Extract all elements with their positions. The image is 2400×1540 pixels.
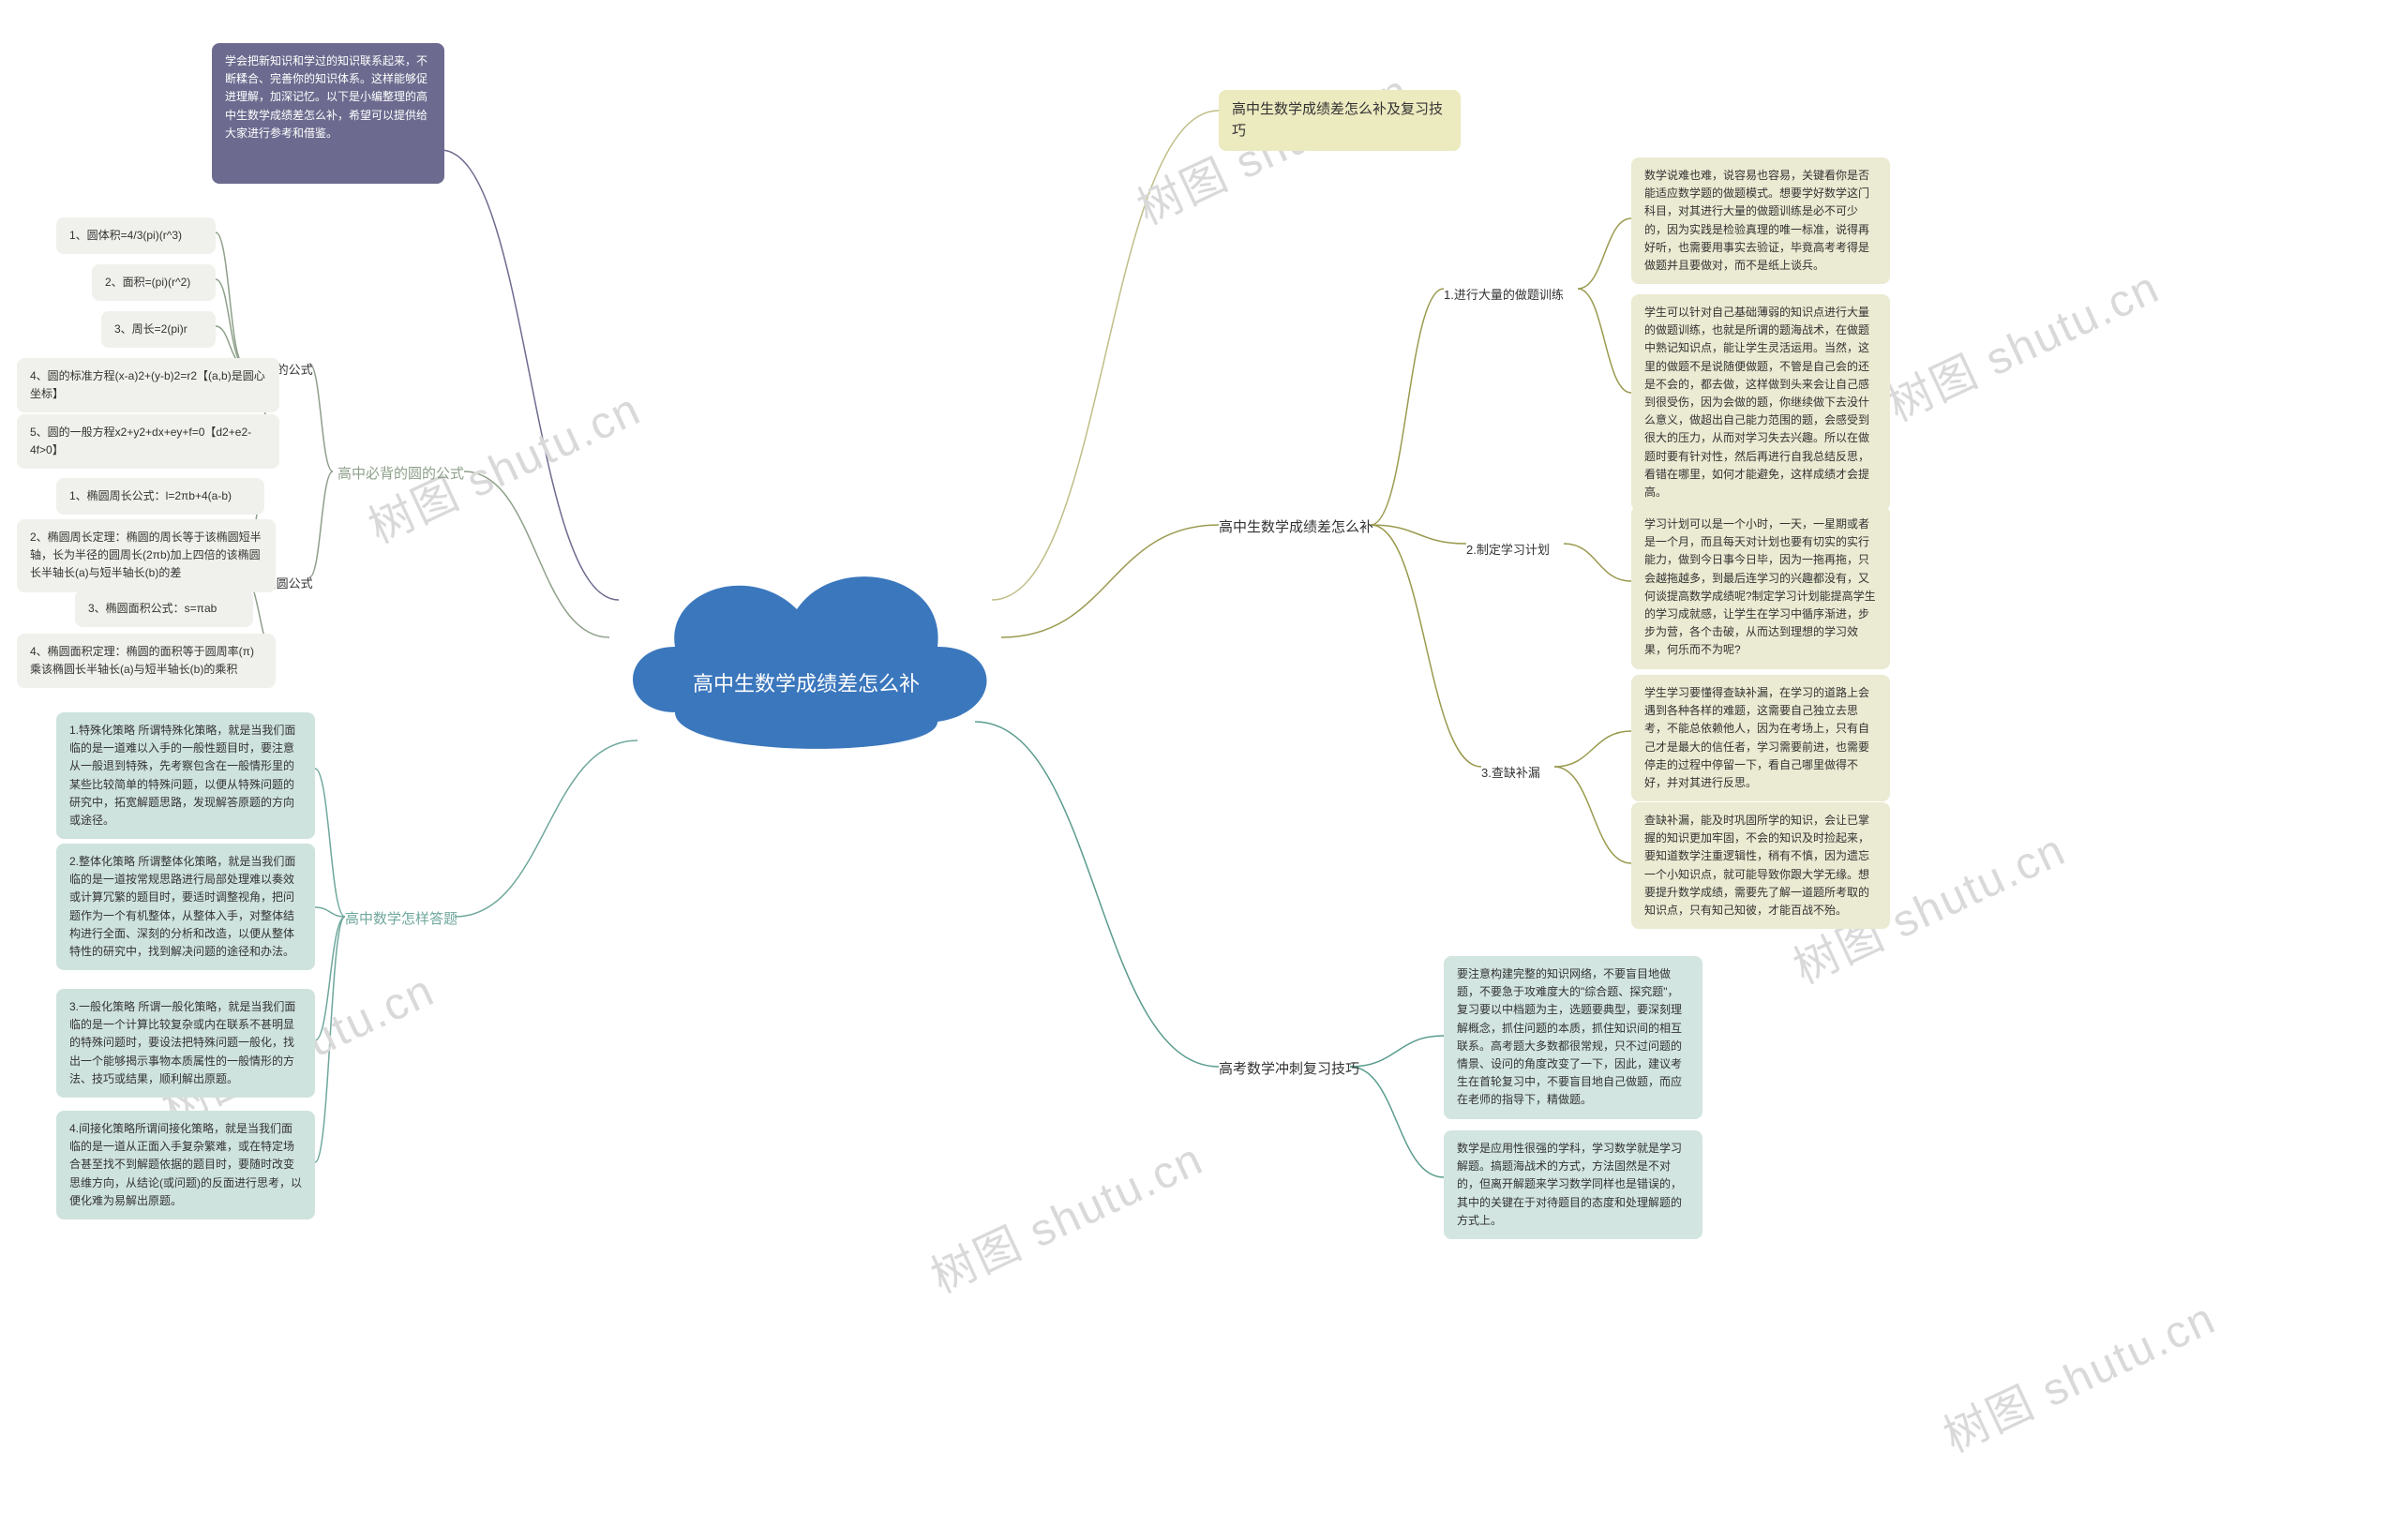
sub-branch-label: 1.进行大量的做题训练 xyxy=(1444,281,1564,307)
leaf-node: 学生学习要懂得查缺补漏，在学习的道路上会遇到各种各样的难题，这需要自己独立去思考… xyxy=(1631,675,1890,801)
leaf-node: 查缺补漏，能及时巩固所学的知识，会让已掌握的知识更加牢固，不会的知识及时捡起来，… xyxy=(1631,802,1890,929)
leaf-node: 学会把新知识和学过的知识联系起来，不断糅合、完善你的知识体系。这样能够促进理解，… xyxy=(212,43,444,184)
branch-label: 高中生数学成绩差怎么补 xyxy=(1219,517,1373,537)
leaf-node: 5、圆的一般方程x2+y2+dx+ey+f=0【d2+e2-4f>0】 xyxy=(17,414,279,469)
connectors-layer xyxy=(0,0,2400,1540)
mindmap-canvas: 树图 shutu.cn树图 shutu.cn树图 shutu.cn树图 shut… xyxy=(0,0,2400,1540)
sub-branch-label: 2.制定学习计划 xyxy=(1466,536,1550,561)
branch-label: 高中必背的圆的公式 xyxy=(338,464,464,484)
leaf-node: 1、椭圆周长公式：l=2πb+4(a-b) xyxy=(56,478,264,515)
leaf-node: 4.间接化策略所谓间接化策略，就是当我们面临的是一道从正面入手复杂繁难，或在特定… xyxy=(56,1111,315,1219)
leaf-node: 1、圆体积=4/3(pi)(r^3) xyxy=(56,217,216,254)
center-label: 高中生数学成绩差怎么补 xyxy=(693,611,920,700)
leaf-node: 2.整体化策略 所谓整体化策略，就是当我们面临的是一道按常规思路进行局部处理难以… xyxy=(56,844,315,970)
leaf-node: 3、椭圆面积公式：s=πab xyxy=(75,591,253,627)
leaf-node: 4、圆的标准方程(x-a)2+(y-b)2=r2【(a,b)是圆心坐标】 xyxy=(17,358,279,412)
watermark: 树图 shutu.cn xyxy=(1875,250,2168,434)
watermark: 树图 shutu.cn xyxy=(919,1122,1212,1306)
branch-label: 高考数学冲刺复习技巧 xyxy=(1219,1059,1359,1079)
leaf-node: 数学是应用性很强的学科，学习数学就是学习解题。搞题海战术的方式，方法固然是不对的… xyxy=(1444,1130,1702,1239)
leaf-node: 2、面积=(pi)(r^2) xyxy=(92,264,216,301)
leaf-node: 4、椭圆面积定理：椭圆的面积等于圆周率(π)乘该椭圆长半轴长(a)与短半轴长(b… xyxy=(17,634,276,688)
leaf-node: 2、椭圆周长定理：椭圆的周长等于该椭圆短半轴，长为半径的圆周长(2πb)加上四倍… xyxy=(17,519,276,592)
branch-label: 高中生数学成绩差怎么补及复习技巧 xyxy=(1219,90,1461,151)
center-node: 高中生数学成绩差怎么补 xyxy=(600,525,1012,787)
leaf-node: 学习计划可以是一个小时，一天，一星期或者是一个月，而且每天对计划也要有切实的实行… xyxy=(1631,506,1890,669)
sub-branch-label: 3.查缺补漏 xyxy=(1481,759,1540,785)
leaf-node: 1.特殊化策略 所谓特殊化策略，就是当我们面临的是一道难以入手的一般性题目时，要… xyxy=(56,712,315,839)
leaf-node: 数学说难也难，说容易也容易，关键看你是否能适应数学题的做题模式。想要学好数学这门… xyxy=(1631,157,1890,284)
leaf-node: 要注意构建完整的知识网络，不要盲目地做题，不要急于攻难度大的"综合题、探究题"，… xyxy=(1444,956,1702,1119)
watermark: 树图 shutu.cn xyxy=(1931,1281,2225,1465)
leaf-node: 3.一般化策略 所谓一般化策略，就是当我们面临的是一个计算比较复杂或内在联系不甚… xyxy=(56,989,315,1098)
branch-label: 高中数学怎样答题 xyxy=(345,909,458,929)
leaf-node: 3、周长=2(pi)r xyxy=(101,311,216,348)
leaf-node: 学生可以针对自己基础薄弱的知识点进行大量的做题训练，也就是所谓的题海战术，在做题… xyxy=(1631,294,1890,511)
